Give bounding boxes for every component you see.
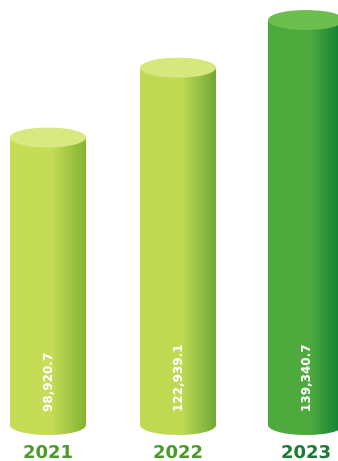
category-label-2021: 2021 <box>23 442 73 461</box>
bar-top-2021 <box>10 127 86 148</box>
category-label-2023: 2023 <box>281 442 331 461</box>
bar-body-2023 <box>268 20 338 435</box>
value-label-2022: 122,939.1 <box>171 344 185 412</box>
year-labels-group: 2021 2022 2023 <box>23 442 331 461</box>
value-label-2021: 98,920.7 <box>41 353 55 412</box>
bar-2022: 122,939.1 <box>140 57 216 435</box>
category-label-2022: 2022 <box>153 442 203 461</box>
value-label-2023: 139,340.7 <box>299 344 313 412</box>
bar-body-2022 <box>140 67 216 435</box>
bar-body-2021 <box>10 137 86 435</box>
bars-group: 98,920.7 122,939.1 139,340.7 <box>10 10 338 435</box>
bar-top-2023 <box>268 10 338 30</box>
bar-top-2022 <box>140 57 216 78</box>
bar-2023: 139,340.7 <box>268 10 338 435</box>
bar-2021: 98,920.7 <box>10 127 86 435</box>
